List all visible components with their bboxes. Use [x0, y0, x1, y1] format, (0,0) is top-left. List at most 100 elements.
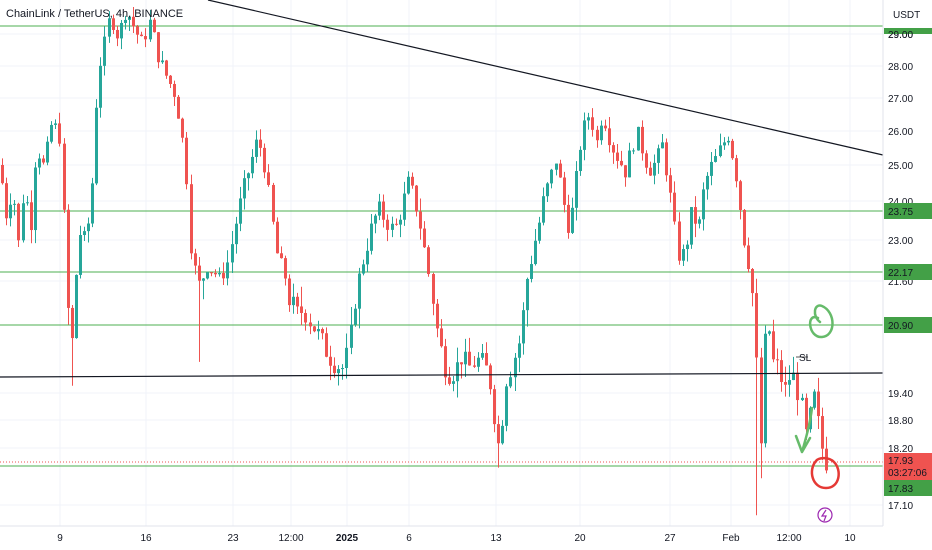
candle-body — [190, 184, 193, 254]
candle-body — [485, 353, 488, 366]
candle-body — [1, 165, 4, 184]
price-tick-label: 18.20 — [888, 444, 913, 455]
candle-body — [71, 307, 74, 339]
candle-body — [665, 142, 668, 176]
candle-body — [288, 278, 291, 306]
time-tick-label: 27 — [664, 533, 676, 544]
candle-body — [456, 362, 459, 382]
candle-body — [534, 240, 537, 265]
candle-body — [723, 142, 726, 146]
candle-body — [473, 365, 476, 367]
candle-body — [821, 416, 824, 449]
countdown-label: 03:27:06 — [888, 468, 927, 479]
candle-body — [95, 107, 98, 184]
candle-body — [169, 75, 172, 84]
candle-body — [26, 202, 29, 204]
candle-body — [735, 158, 738, 182]
candle-body — [522, 310, 525, 344]
candle-body — [38, 158, 41, 168]
candle-body — [784, 382, 787, 385]
candle-body — [596, 129, 599, 141]
grid-lines — [0, 0, 883, 526]
candle-body — [370, 223, 373, 251]
candle-body — [108, 18, 111, 37]
candle-body — [600, 125, 603, 141]
candle-body — [366, 250, 369, 265]
candle-body — [653, 162, 656, 176]
candle-body — [329, 356, 332, 366]
candle-body — [788, 380, 791, 385]
candle-body — [132, 16, 135, 27]
candle-body — [54, 123, 57, 125]
candle-body — [632, 150, 635, 152]
candle-body — [50, 124, 53, 142]
descending-trendline — [207, 0, 884, 156]
time-tick-label: 23 — [227, 533, 239, 544]
candle-body — [796, 372, 799, 401]
candle-body — [391, 223, 394, 230]
candle-body — [563, 177, 566, 205]
horizontal-levels[interactable] — [0, 25, 883, 467]
candle-body — [686, 244, 689, 250]
plot-area[interactable] — [0, 0, 883, 526]
candle-body — [620, 160, 623, 166]
candle-body — [403, 193, 406, 220]
candle-body — [481, 353, 484, 358]
candle-body — [382, 201, 385, 220]
sl-label: SL — [799, 353, 812, 364]
level-badge-label: 29.00 — [888, 30, 913, 41]
time-tick-label: 13 — [490, 533, 502, 544]
candle-body — [468, 351, 471, 366]
time-tick-label: 6 — [406, 533, 412, 544]
level-badge-label: 20.90 — [888, 321, 913, 332]
candle-body — [489, 365, 492, 390]
candle-body — [144, 36, 147, 40]
support-trendline — [0, 372, 884, 378]
candle-body — [112, 18, 115, 30]
candle-body — [559, 163, 562, 178]
level-badge-label: 22.17 — [888, 268, 913, 279]
level-badge-label: 23.75 — [888, 207, 913, 218]
candle-body — [452, 381, 455, 384]
candle-body — [678, 221, 681, 261]
candle-body — [694, 207, 697, 224]
candle-body — [202, 278, 205, 281]
time-tick-label: 10 — [844, 533, 856, 544]
candle-body — [124, 19, 127, 23]
candle-body — [682, 249, 685, 261]
candle-body — [292, 296, 295, 306]
candle-body — [813, 391, 816, 408]
time-axis-ticks: 9 16 23 12:00 2025 6 13 20 27 Feb 12:00 10 — [57, 533, 856, 544]
candle-body — [173, 83, 176, 97]
candle-body — [177, 96, 180, 119]
candle-body — [575, 171, 578, 208]
candle-body — [263, 147, 266, 173]
drawings[interactable]: SL — [794, 304, 840, 523]
currency-label: USDT — [893, 10, 920, 21]
candle-body — [22, 203, 25, 241]
candle-body — [550, 169, 553, 184]
candle-body — [345, 347, 348, 368]
price-tick-label: 28.00 — [888, 62, 913, 73]
candle-body — [727, 140, 730, 143]
candle-body — [325, 333, 328, 357]
candle-body — [825, 448, 828, 471]
candle-body — [226, 262, 229, 279]
candle-body — [477, 357, 480, 367]
candle-body — [801, 397, 804, 401]
candle-body — [501, 425, 504, 444]
time-tick-label: Feb — [722, 533, 740, 544]
lightning-icon — [817, 507, 833, 523]
candle-body — [555, 163, 558, 170]
candle-body — [661, 142, 664, 149]
candle-body — [386, 219, 389, 230]
chart-title: ChainLink / TetherUS, 4h, BINANCE — [6, 8, 183, 20]
price-axis[interactable] — [883, 0, 932, 526]
trendlines[interactable] — [0, 0, 884, 378]
level-badge — [884, 317, 932, 333]
candle-body — [608, 128, 611, 146]
time-axis[interactable] — [0, 526, 932, 550]
candle-body — [149, 19, 152, 40]
price-tick-label: 25.00 — [888, 161, 913, 172]
